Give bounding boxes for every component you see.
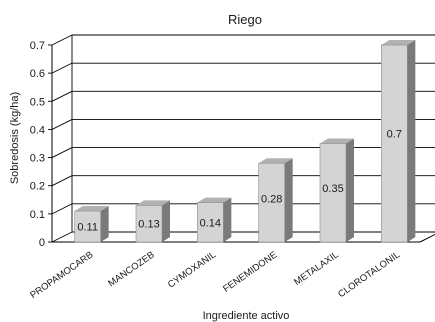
data-label: 0.14 xyxy=(200,217,221,229)
y-tick-label: 0.2 xyxy=(30,181,45,193)
bar-top xyxy=(136,200,170,206)
bar-side xyxy=(407,40,416,242)
bar-side xyxy=(284,158,293,242)
y-tick-label: 0.4 xyxy=(30,124,45,136)
gridline-diagonal xyxy=(51,231,73,243)
gridline-diagonal xyxy=(51,175,73,187)
bar-top xyxy=(320,138,354,144)
bar-side xyxy=(346,138,354,242)
bar-top xyxy=(381,40,416,45)
bar-top xyxy=(74,206,109,212)
bar xyxy=(74,210,101,243)
bar-top xyxy=(258,158,293,164)
gridline-diagonal xyxy=(51,90,73,102)
y-tick-label: 0.6 xyxy=(30,68,45,80)
bar-side xyxy=(100,206,109,242)
bar xyxy=(135,205,163,243)
y-tick-label: 0.5 xyxy=(30,96,45,108)
gridline-diagonal xyxy=(51,119,73,130)
y-tick-label: 0.3 xyxy=(30,153,45,165)
category-label: CYMOXANIL xyxy=(166,249,218,290)
bar xyxy=(258,162,285,243)
data-label: 0.11 xyxy=(77,222,98,234)
category-label: PROPAMOCARB xyxy=(28,249,95,301)
y-tick-label: 0.7 xyxy=(30,40,45,52)
gridline-diagonal xyxy=(51,62,73,74)
bar xyxy=(381,44,408,243)
y-tick-label: 0.1 xyxy=(30,209,45,221)
data-label: 0.35 xyxy=(322,183,343,195)
bar xyxy=(319,143,347,243)
category-label: METALAXIL xyxy=(292,249,341,288)
bar-top xyxy=(197,197,232,203)
category-label: FENEMIDONE xyxy=(221,249,279,294)
category-label: CLOROTALONIL xyxy=(336,249,402,300)
gridline-diagonal xyxy=(51,203,73,215)
floor-edge xyxy=(419,233,435,243)
gridline-diagonal xyxy=(51,147,73,158)
bar-side xyxy=(223,197,232,242)
bar-side xyxy=(162,200,170,242)
gridline-diagonal xyxy=(51,34,73,46)
chart-title: Riego xyxy=(228,12,262,27)
y-tick-label: 0 xyxy=(39,237,45,249)
data-label: 0.7 xyxy=(387,129,402,141)
bar xyxy=(197,202,224,243)
x-axis-label: Ingrediente activo xyxy=(203,310,290,322)
data-label: 0.28 xyxy=(261,194,282,206)
grid xyxy=(51,34,435,243)
axes xyxy=(48,35,435,243)
bars xyxy=(74,40,416,243)
y-axis-label: Sobredosis (kg/ha) xyxy=(9,92,21,184)
category-label: MANCOZEB xyxy=(106,249,156,289)
data-label: 0.13 xyxy=(138,219,159,231)
